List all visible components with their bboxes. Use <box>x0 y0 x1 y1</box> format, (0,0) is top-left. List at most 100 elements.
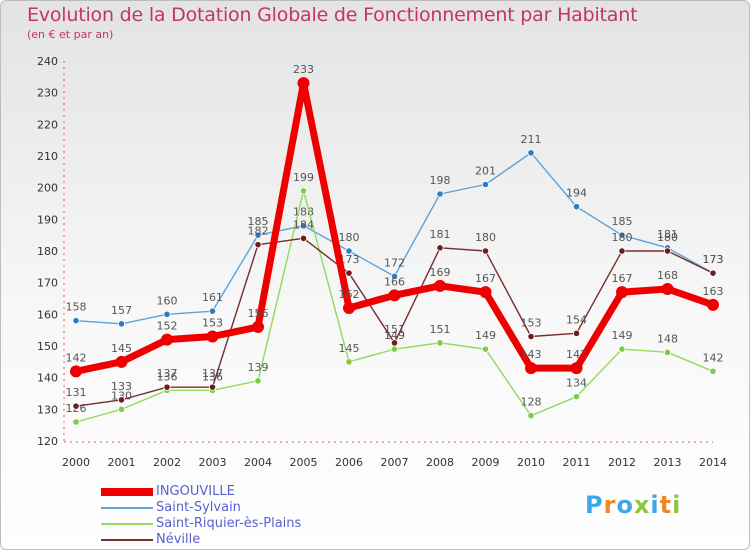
data-point-neville <box>299 234 308 242</box>
data-point-ingouville <box>70 365 82 378</box>
data-point-saint-riquier-es-plains <box>481 345 490 353</box>
y-tick-label: 200 <box>37 182 58 195</box>
data-label-neville: 154 <box>566 313 587 326</box>
data-label-saint-riquier-es-plains: 128 <box>521 396 542 409</box>
data-point-ingouville <box>479 286 492 299</box>
x-tick-label: 2012 <box>608 456 636 469</box>
data-label-ingouville: 168 <box>657 269 678 282</box>
logo-letter: o <box>616 491 634 519</box>
data-point-neville <box>527 332 535 341</box>
data-point-ingouville <box>616 286 628 299</box>
x-tick-label: 2013 <box>654 456 682 469</box>
data-label-ingouville: 143 <box>521 348 542 361</box>
x-tick-label: 2011 <box>563 456 591 469</box>
data-label-saint-riquier-es-plains: 148 <box>657 332 678 345</box>
data-point-ingouville <box>206 330 219 343</box>
data-label-neville: 181 <box>430 228 451 241</box>
y-tick-label: 210 <box>37 150 58 163</box>
data-point-ingouville <box>388 289 401 302</box>
data-label-saint-sylvain: 172 <box>384 256 405 269</box>
y-tick-label: 180 <box>37 245 58 258</box>
data-label-saint-sylvain: 173 <box>703 253 724 266</box>
data-point-saint-sylvain <box>618 231 626 239</box>
legend-label-saint-riquier-es-plains: Saint-Riquier-ès-Plains <box>156 516 302 531</box>
data-label-ingouville: 143 <box>566 348 587 361</box>
data-label-saint-sylvain: 211 <box>521 133 542 146</box>
y-tick-label: 150 <box>37 340 58 353</box>
data-label-ingouville: 167 <box>475 272 496 285</box>
logo-letter: i <box>672 491 682 519</box>
data-label-ingouville: 167 <box>612 272 633 285</box>
data-point-ingouville <box>570 362 583 375</box>
data-label-saint-riquier-es-plains: 145 <box>339 342 360 355</box>
data-point-saint-riquier-es-plains <box>663 348 672 356</box>
data-point-saint-riquier-es-plains <box>345 358 353 366</box>
data-label-neville: 137 <box>157 367 178 380</box>
data-label-saint-riquier-es-plains: 142 <box>703 351 724 364</box>
x-tick-label: 2009 <box>472 456 500 469</box>
data-point-ingouville <box>434 279 446 292</box>
data-point-saint-riquier-es-plains <box>436 339 444 347</box>
x-tick-label: 2007 <box>381 456 409 469</box>
data-label-neville: 173 <box>339 253 360 266</box>
data-point-saint-sylvain <box>572 203 581 211</box>
y-tick-label: 230 <box>37 87 58 100</box>
legend-label-neville: Néville <box>156 532 201 547</box>
data-label-ingouville: 145 <box>111 342 132 355</box>
data-label-saint-sylvain: 158 <box>66 301 87 314</box>
data-point-saint-riquier-es-plains <box>299 187 308 195</box>
legend-label-saint-sylvain: Saint-Sylvain <box>156 500 241 515</box>
data-label-saint-riquier-es-plains: 134 <box>566 377 587 390</box>
data-label-saint-sylvain: 180 <box>339 231 360 244</box>
data-label-ingouville: 233 <box>293 63 314 76</box>
data-label-saint-riquier-es-plains: 136 <box>157 370 178 383</box>
legend-swatch-saint-sylvain <box>101 507 153 509</box>
data-point-saint-sylvain <box>527 149 535 157</box>
data-label-ingouville: 142 <box>66 351 87 364</box>
data-label-ingouville: 163 <box>703 285 724 298</box>
data-point-saint-sylvain <box>436 190 444 198</box>
data-point-neville <box>72 402 80 410</box>
data-label-ingouville: 156 <box>248 307 269 320</box>
data-point-saint-riquier-es-plains <box>72 418 80 426</box>
x-tick-label: 2002 <box>153 456 181 469</box>
logo-letter: r <box>603 491 617 519</box>
data-point-neville <box>208 383 217 391</box>
x-tick-label: 2003 <box>199 456 227 469</box>
y-tick-label: 120 <box>37 435 58 448</box>
data-point-ingouville <box>525 362 537 375</box>
data-point-saint-riquier-es-plains <box>572 393 581 401</box>
data-point-ingouville <box>297 77 310 90</box>
x-tick-label: 2014 <box>699 456 727 469</box>
data-label-neville: 180 <box>657 231 678 244</box>
data-label-saint-sylvain: 161 <box>202 291 223 304</box>
legend-swatch-ingouville <box>101 488 153 496</box>
data-point-neville <box>117 396 126 404</box>
data-point-saint-riquier-es-plains <box>254 377 262 385</box>
x-tick-label: 2006 <box>335 456 363 469</box>
data-label-neville: 180 <box>475 231 496 244</box>
data-point-ingouville <box>661 283 674 295</box>
x-tick-label: 2010 <box>517 456 545 469</box>
y-tick-label: 160 <box>37 308 58 321</box>
data-point-saint-riquier-es-plains <box>618 345 626 353</box>
data-point-saint-sylvain <box>163 310 171 318</box>
data-label-saint-sylvain: 185 <box>248 215 269 228</box>
data-label-saint-sylvain: 201 <box>475 165 496 178</box>
data-point-saint-riquier-es-plains <box>709 367 717 375</box>
data-label-saint-riquier-es-plains: 151 <box>430 323 451 336</box>
data-point-neville <box>572 329 581 337</box>
data-label-saint-riquier-es-plains: 149 <box>475 329 496 342</box>
data-point-saint-sylvain <box>390 272 399 280</box>
data-point-neville <box>436 244 444 252</box>
data-point-saint-sylvain <box>72 317 80 325</box>
logo-letter: t <box>659 491 673 519</box>
logo-letter: P <box>585 491 604 519</box>
logo-letter: x <box>633 491 651 519</box>
y-tick-label: 220 <box>37 118 58 131</box>
data-point-saint-sylvain <box>254 231 262 239</box>
data-label-saint-sylvain: 157 <box>111 304 132 317</box>
chart-subtitle: (en € et par an) <box>27 28 114 41</box>
